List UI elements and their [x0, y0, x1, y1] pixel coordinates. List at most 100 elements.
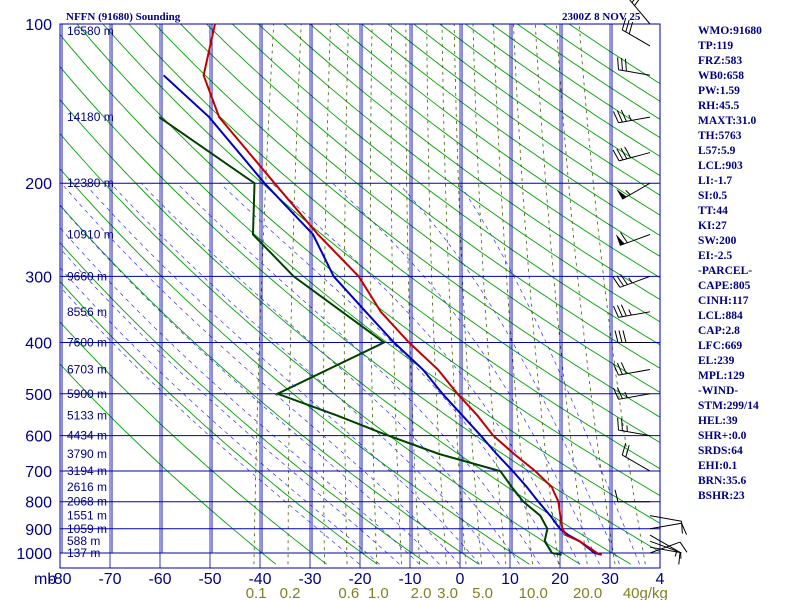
height-label: 588 m: [67, 534, 100, 548]
stability-index: SI:0.5: [698, 190, 728, 202]
moist-adiabat-line: [398, 182, 620, 565]
wind-barb-flag: [634, 0, 640, 6]
temperature-tick-label: -40: [248, 571, 271, 588]
mixing-ratio-line: [253, 24, 275, 565]
dry-adiabat-line: [128, 24, 660, 444]
stability-index: MPL:129: [698, 370, 745, 382]
mixing-ratio-line: [513, 24, 559, 565]
moist-adiabat-line: [60, 247, 400, 565]
chart-datetime: 2300Z 8 NOV 25: [562, 11, 641, 23]
temperature-trace: [202, 24, 602, 556]
wind-barb-flag: [621, 17, 627, 31]
wind-barb-flag: [624, 146, 632, 158]
dry-adiabat-line: [283, 24, 660, 301]
height-label: 8556 m: [67, 305, 107, 319]
temperature-tick-label: 30: [601, 571, 619, 588]
dry-adiabat-line: [60, 99, 632, 565]
temperature-tick-label: -70: [98, 571, 121, 588]
wind-barb-flag: [681, 523, 688, 535]
height-label: 3790 m: [67, 447, 107, 461]
wind-barb-shaft: [618, 393, 651, 400]
height-label: 2616 m: [67, 480, 107, 494]
pressure-tick-label: 400: [25, 335, 52, 352]
stability-index: CAP:2.8: [698, 325, 740, 337]
wind-barb-half-flag: [624, 391, 628, 398]
wind-barb-shaft: [618, 116, 651, 124]
stability-index: SW:200: [698, 235, 737, 247]
wind-barb-flag: [620, 232, 628, 243]
stability-index: SHR+:0.0: [698, 430, 747, 442]
stability-index: RH:45.5: [698, 100, 740, 112]
height-label: 6703 m: [67, 363, 107, 377]
wind-barb-shaft: [619, 234, 651, 246]
wind-barb-flag: [620, 109, 627, 122]
wind-barb-shaft: [618, 429, 651, 437]
wind-barb-flag: [614, 489, 619, 502]
wind-barb-flag: [620, 362, 627, 374]
wind-barb-half-flag: [628, 114, 632, 121]
mixing-ratio-line: [343, 24, 349, 565]
dry-adiabat-line: [60, 168, 530, 565]
mixing-ratio-line: [405, 24, 421, 565]
moist-adiabat-line: [84, 182, 480, 565]
pressure-tick-label: 300: [25, 269, 52, 286]
stability-indices-panel: WMO:91680 TP:119 FRZ:583 WB0:658 PW:1.59 RH:4…: [698, 24, 798, 504]
dry-adiabat-line: [206, 24, 660, 369]
wind-barb-flag: [616, 148, 624, 161]
temperature-tick-label: -60: [148, 571, 171, 588]
wind-barb-shaft: [622, 182, 651, 200]
wind-barb-pennant: [616, 188, 627, 200]
dry-adiabat-line: [60, 363, 277, 565]
pressure-tick-label: 500: [25, 387, 52, 404]
wind-barb-flag: [620, 147, 628, 160]
wind-barb-flag: [624, 58, 627, 72]
height-label: 3194 m: [67, 464, 107, 478]
wind-barb-flag: [620, 304, 627, 317]
mixing-ratio-line: [390, 24, 402, 565]
mixing-ratio-label: 5.0: [472, 585, 493, 600]
wind-barb-shaft: [649, 515, 682, 522]
temperature-tick-label: -50: [198, 571, 221, 588]
temperature-tick-label: 20: [551, 571, 569, 588]
wind-barb-flag: [612, 363, 619, 376]
dry-adiabat-line: [154, 24, 660, 418]
stability-index: BSHR:23: [698, 490, 745, 502]
wind-barb-flag: [625, 19, 630, 33]
temperature-tick-label: -30: [298, 571, 321, 588]
dry-adiabat-line: [76, 24, 660, 497]
mixing-ratio-line: [453, 24, 482, 565]
wind-barb-flag: [621, 443, 627, 456]
wind-barb-shaft: [622, 29, 651, 47]
moist-adiabat-line: [140, 182, 520, 565]
height-label: 1551 m: [67, 509, 107, 523]
mixing-ratio-label: 0.2: [280, 585, 301, 600]
wind-barb-shaft: [618, 69, 651, 76]
pressure-tick-label: 1000: [16, 546, 52, 563]
wind-barb-flag: [616, 110, 623, 123]
temperature-tick-label: 4: [656, 571, 665, 588]
stability-index: STM:299/14: [698, 400, 759, 412]
mixing-ratio-line: [369, 24, 378, 565]
stability-index: FRZ:583: [698, 55, 743, 67]
height-label: 14180 m: [67, 110, 114, 124]
stability-index: EL:239: [698, 355, 735, 367]
height-label: 5133 m: [67, 409, 107, 423]
wind-barb-flag: [621, 418, 623, 431]
height-label: 137 m: [67, 546, 100, 560]
chart-title: NFFN (91680) Sounding: [66, 11, 181, 23]
moist-adiabat-line: [60, 227, 420, 565]
mixing-ratio-line: [441, 24, 467, 565]
height-label: 2068 m: [67, 495, 107, 509]
stability-index: TP:119: [698, 40, 734, 52]
dry-adiabat-line: [180, 24, 660, 393]
stability-index: EHI:0.1: [698, 460, 738, 472]
wind-barb-flag: [628, 21, 634, 35]
dewpoint-trace: [158, 116, 562, 556]
dry-adiabat-line: [60, 280, 378, 565]
moist-adiabat-line: [219, 182, 560, 565]
pressure-tick-label: 900: [25, 522, 52, 539]
wind-barb-shaft: [649, 534, 678, 552]
pressure-tick-label: 200: [25, 176, 52, 193]
dry-adiabat-line: [309, 24, 660, 279]
wind-barb-half-flag: [628, 309, 632, 316]
